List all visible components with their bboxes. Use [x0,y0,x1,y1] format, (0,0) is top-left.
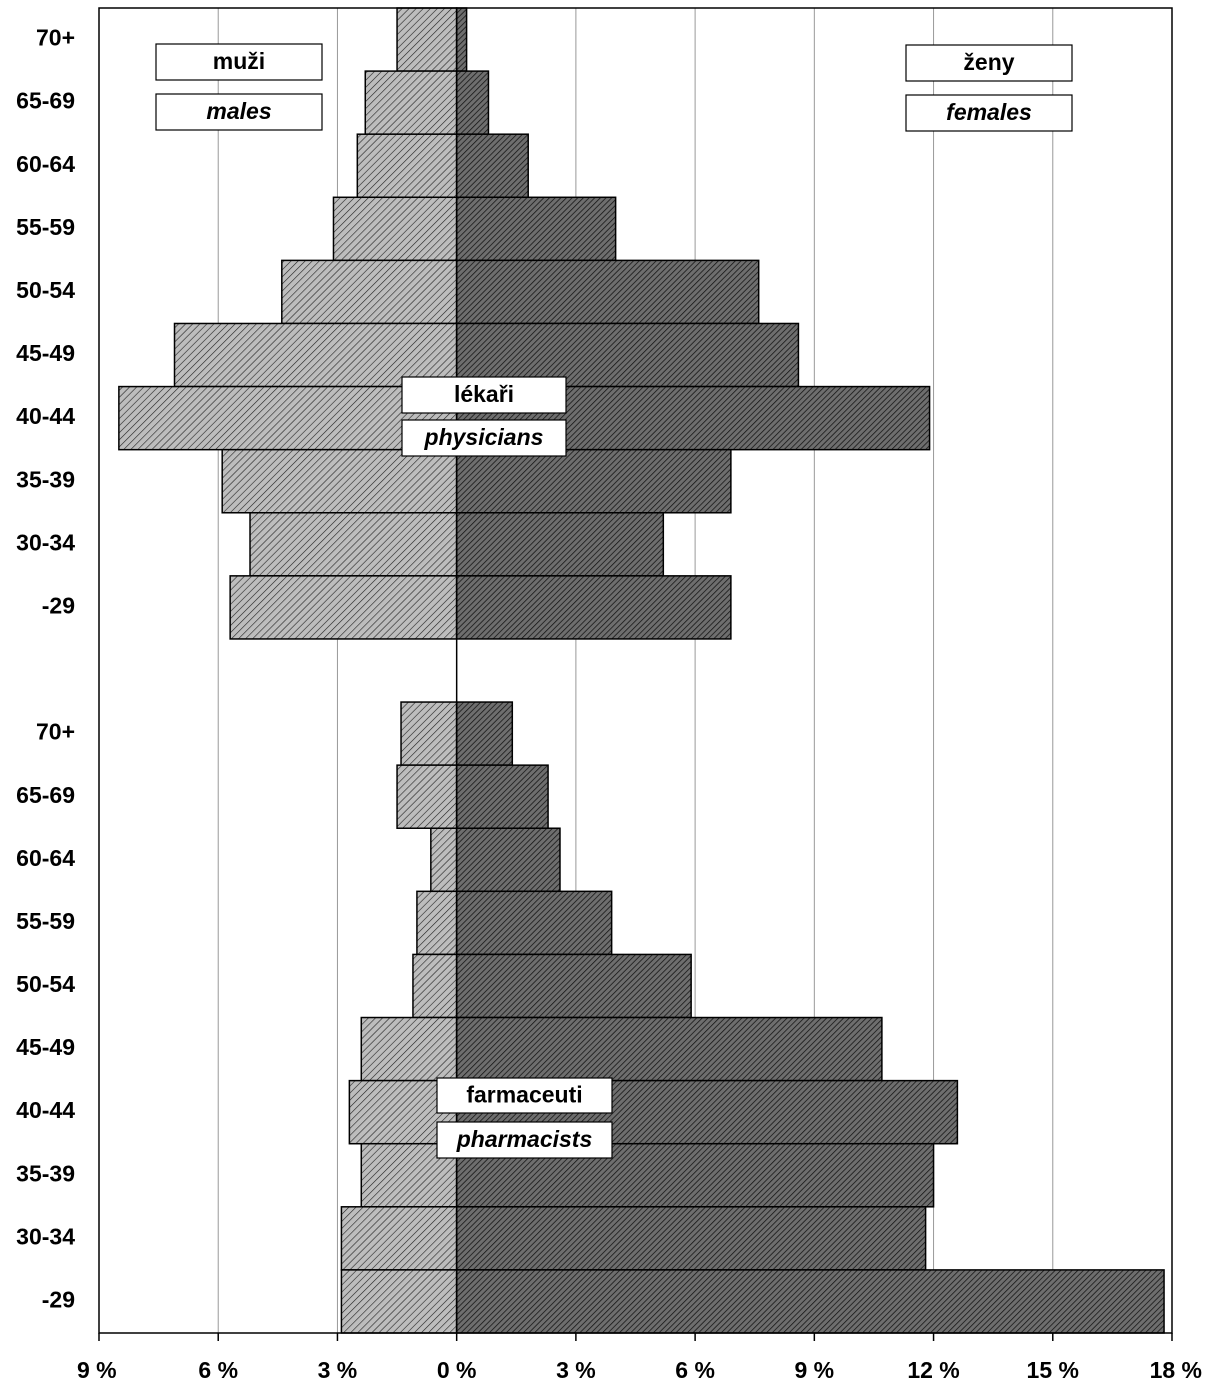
x-tick-label: 18 % [1150,1357,1202,1383]
legend-male-en-box [155,93,323,131]
panel-title-box [436,1077,613,1114]
x-tick-label: 9 % [795,1357,835,1383]
bar-male [332,196,458,262]
y-tick-label: 40-44 [16,1097,75,1123]
y-tick-label: 35-39 [16,466,75,492]
bar-male [416,890,458,956]
panel-title: lékaři [454,381,514,407]
bar-male [412,953,458,1019]
panel-subtitle-box [436,1121,613,1159]
y-tick-label: 30-34 [16,1223,75,1249]
panel-subtitle: pharmacists [456,1126,593,1152]
x-tick-label: 15 % [1027,1357,1079,1383]
bars [118,7,1165,1334]
bar-male [229,575,458,640]
legend-female: ženy [963,49,1014,75]
bar-male [340,1206,458,1271]
y-tick-label: -29 [42,592,75,618]
bar-female [455,7,468,72]
bar-female [455,448,732,514]
y-tick-label: 35-39 [16,1160,75,1186]
x-tick-label: 9 % [77,1357,117,1383]
y-tick-label: 50-54 [16,971,75,997]
bar-male [281,259,458,325]
panel-title: farmaceuti [466,1082,582,1108]
bar-male [396,764,458,829]
y-tick-label: 60-64 [16,845,75,871]
bar-male [396,7,458,72]
bar-female [455,1269,1165,1334]
legend-male: muži [213,48,265,74]
bar-female [455,1206,927,1271]
y-tick-label: 55-59 [16,214,75,240]
x-tick-label: 12 % [907,1357,959,1383]
y-tick-label: 50-54 [16,277,75,303]
y-tick-label: 30-34 [16,529,75,555]
bar-female [455,196,617,262]
bar-female [455,512,665,577]
y-tick-label: 65-69 [16,88,75,114]
bar-female [455,764,549,829]
bar-male [360,1016,458,1082]
y-tick-label: 55-59 [16,908,75,934]
x-tick-label: 6 % [198,1357,238,1383]
bar-male [400,701,458,766]
bar-female [455,133,529,199]
bar-male [249,512,458,577]
panel-title-box [401,376,567,414]
x-tick-label: 0 % [437,1357,477,1383]
y-tick-label: 45-49 [16,1034,75,1060]
bar-female [455,953,692,1019]
panel-subtitle: physicians [424,424,544,450]
legend-female-box [905,44,1073,82]
bar-female [455,827,561,893]
y-tick-label: 65-69 [16,782,75,808]
bar-female [455,1016,883,1082]
legend-female-en: females [946,99,1032,125]
x-tick-label: 3 % [556,1357,596,1383]
legend-female-en-box [905,94,1073,132]
bar-female [455,701,514,766]
y-tick-label: 45-49 [16,340,75,366]
bar-male [221,448,458,514]
bar-female [455,70,490,135]
y-tick-label: 70+ [36,25,75,51]
bar-male [430,827,458,893]
y-tick-label: 40-44 [16,403,75,429]
plot-frame [98,7,1173,1334]
bar-male [340,1269,458,1334]
bar-male [364,70,458,135]
y-tick-label: 60-64 [16,151,75,177]
legend-male-en: males [206,98,271,124]
legend-male-box [155,43,323,81]
panel-subtitle-box [401,419,567,457]
bar-female [455,575,732,640]
x-tick-label: 6 % [675,1357,715,1383]
overlay: 9 % 6 % 3 % 0 % 3 % 6 % 9 % 12 % 15 % 18 % 70+ 65-6… [16,7,1202,1383]
bar-male [356,133,458,199]
x-tick-label: 3 % [318,1357,358,1383]
y-tick-label: -29 [42,1287,75,1313]
bar-female [455,890,613,956]
bar-female [455,259,760,325]
y-tick-label: 70+ [36,719,75,745]
